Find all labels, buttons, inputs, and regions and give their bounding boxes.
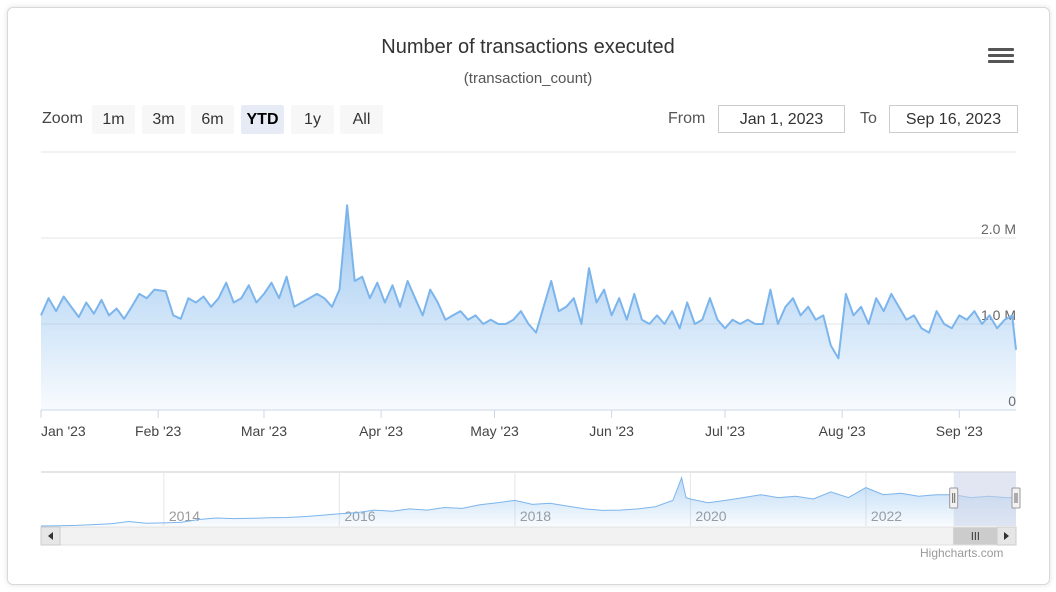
to-date-input[interactable]: Sep 16, 2023 — [889, 105, 1018, 133]
x-tick-label: Jul '23 — [705, 423, 745, 439]
navigator-selected-range[interactable] — [953, 472, 1016, 526]
zoom-button-all[interactable]: All — [340, 105, 383, 134]
x-tick-label: Sep '23 — [936, 423, 983, 439]
navigator-handle-left[interactable] — [949, 487, 959, 509]
chart-title: Number of transactions executed — [381, 36, 675, 58]
series-area — [41, 205, 1016, 410]
x-tick-label: Mar '23 — [241, 423, 287, 439]
to-label: To — [860, 110, 877, 127]
zoom-button-6m[interactable]: 6m — [191, 105, 234, 134]
scroll-right-arrow-icon — [1004, 532, 1009, 540]
x-tick-label: Jan '23 — [41, 423, 86, 439]
credits-link[interactable]: Highcharts.com — [920, 546, 1004, 560]
navigator-tick-label: 2014 — [169, 508, 200, 524]
series-line — [40, 204, 1017, 360]
scrollbar-track[interactable] — [40, 526, 1017, 546]
x-tick-label: Jun '23 — [589, 423, 634, 439]
zoom-button-3m[interactable]: 3m — [142, 105, 185, 134]
x-tick-label: Feb '23 — [135, 423, 181, 439]
from-label: From — [668, 110, 706, 127]
zoom-button-1m[interactable]: 1m — [92, 105, 135, 134]
chart-container — [7, 7, 1050, 585]
x-tick-label: Apr '23 — [359, 423, 403, 439]
hamburger-icon[interactable] — [986, 45, 1016, 69]
navigator-series-area — [41, 477, 1016, 526]
from-date-input[interactable]: Jan 1, 2023 — [718, 105, 845, 133]
zoom-button-ytd[interactable]: YTD — [241, 105, 284, 134]
zoom-button-1y[interactable]: 1y — [291, 105, 334, 134]
zoom-label: Zoom — [42, 110, 83, 127]
scroll-left-arrow-icon — [48, 532, 53, 540]
x-tick-label: May '23 — [470, 423, 519, 439]
x-tick-label: Aug '23 — [819, 423, 866, 439]
chart-subtitle: (transaction_count) — [463, 70, 593, 87]
navigator-series-line — [40, 475, 1016, 527]
navigator-handle-right[interactable] — [1011, 487, 1021, 509]
y-tick-label: 2.0 M — [981, 221, 1016, 237]
